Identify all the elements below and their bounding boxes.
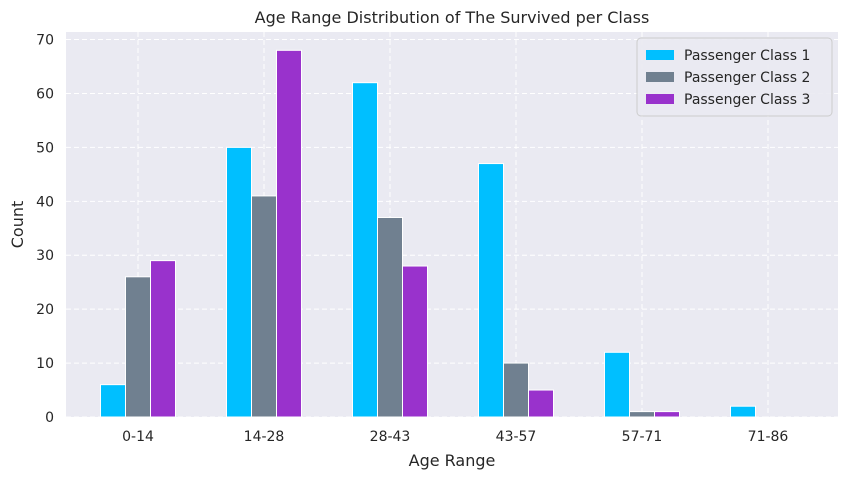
x-axis-label: Age Range [409, 451, 496, 470]
bar-passenger-class-2-28-43 [377, 216, 403, 418]
x-tick-label: 71-86 [748, 429, 789, 445]
bars [100, 49, 756, 418]
x-tick-label: 14-28 [244, 429, 285, 445]
legend-label: Passenger Class 1 [684, 48, 810, 64]
legend-swatch [646, 72, 674, 82]
bar-passenger-class-2-43-57 [503, 362, 529, 418]
legend-swatch [646, 50, 674, 60]
bar-passenger-class-1-0-14 [100, 384, 126, 418]
bar-passenger-class-2-0-14 [125, 276, 151, 418]
x-tick-label: 28-43 [370, 429, 411, 445]
bar-passenger-class-1-43-57 [478, 163, 504, 418]
legend-swatch [646, 94, 674, 104]
chart-title: Age Range Distribution of The Survived p… [255, 8, 650, 27]
bar-passenger-class-3-57-71 [654, 411, 680, 418]
bar-passenger-class-3-14-28 [276, 49, 302, 418]
y-tick-label: 30 [36, 248, 54, 264]
legend-label: Passenger Class 3 [684, 92, 810, 108]
y-tick-label: 40 [36, 194, 54, 210]
bar-passenger-class-3-0-14 [150, 260, 176, 418]
y-tick-label: 50 [36, 140, 54, 156]
bar-passenger-class-1-71-86 [730, 405, 756, 418]
legend-label: Passenger Class 2 [684, 70, 810, 86]
bar-passenger-class-1-14-28 [226, 146, 252, 418]
y-axis-label: Count [8, 201, 27, 249]
bar-passenger-class-1-57-71 [604, 351, 630, 418]
x-tick-label: 57-71 [622, 429, 663, 445]
legend-box [636, 37, 833, 117]
x-tick-label: 0-14 [122, 429, 154, 445]
y-tick-label: 10 [36, 356, 54, 372]
x-axis-ticks: 0-14 14-28 28-43 43-57 57-71 71-86 [122, 429, 788, 445]
legend: Passenger Class 1 Passenger Class 2 Passen… [636, 37, 833, 117]
y-tick-label: 70 [36, 33, 54, 49]
x-tick-label: 43-57 [496, 429, 537, 445]
y-axis-ticks: 0 10 20 30 40 50 60 70 [36, 33, 54, 426]
bar-passenger-class-3-43-57 [528, 389, 554, 418]
bar-passenger-class-2-14-28 [251, 195, 277, 418]
y-tick-label: 20 [36, 302, 54, 318]
bar-passenger-class-3-28-43 [402, 265, 428, 418]
y-tick-label: 0 [45, 410, 54, 426]
y-tick-label: 60 [36, 86, 54, 102]
bar-passenger-class-1-28-43 [352, 82, 378, 418]
bar-passenger-class-2-57-71 [629, 411, 655, 418]
